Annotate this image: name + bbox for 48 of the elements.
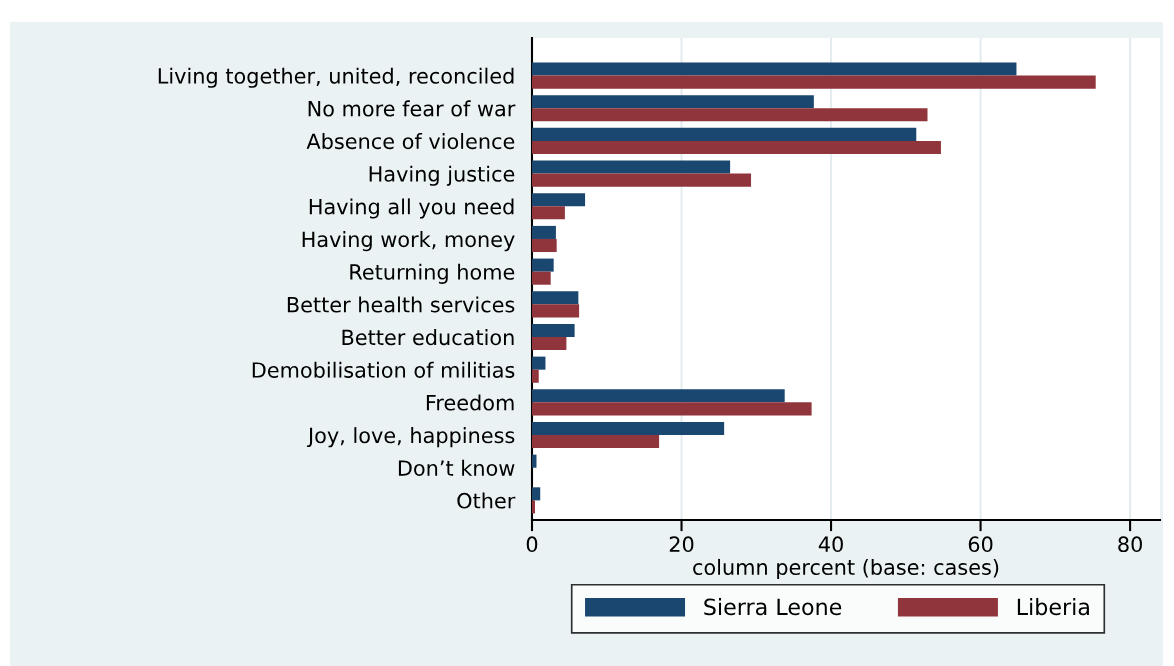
y-tick-label: Having all you need xyxy=(309,198,514,219)
bar xyxy=(532,369,539,383)
bar xyxy=(532,62,1017,76)
bar xyxy=(532,500,535,514)
bar xyxy=(532,140,941,155)
bar xyxy=(532,108,928,122)
bar xyxy=(532,271,551,285)
y-tick-label: Better health services xyxy=(287,296,515,313)
y-tick-label: No more fear of war xyxy=(308,100,516,117)
bar xyxy=(532,487,541,501)
bar xyxy=(532,75,1096,89)
y-tick-label: Joy, love, happiness xyxy=(306,427,515,448)
y-tick-label: Living together, united, reconciled xyxy=(158,67,514,88)
x-tick-label: 20 xyxy=(669,536,694,553)
bar xyxy=(532,258,554,272)
y-tick-label: Freedom xyxy=(426,394,514,411)
bar xyxy=(532,402,812,416)
bar xyxy=(532,127,917,141)
x-tick-label: 80 xyxy=(1118,536,1142,553)
bar xyxy=(532,238,557,253)
x-axis-title: column percent (base: cases) xyxy=(693,558,999,580)
bar xyxy=(532,95,814,109)
bar xyxy=(532,356,546,370)
x-tick-label: 40 xyxy=(818,536,843,553)
legend-label: Liberia xyxy=(1017,598,1089,616)
y-tick-label: Absence of violence xyxy=(306,133,515,150)
y-tick-label: Better education xyxy=(342,329,514,346)
x-tick-label: 60 xyxy=(968,536,993,553)
y-tick-label: Don’t know xyxy=(398,459,515,476)
x-tick-label: 0 xyxy=(526,536,538,553)
y-tick-label: Other xyxy=(457,492,516,509)
bar xyxy=(532,193,586,207)
bar xyxy=(532,225,556,239)
bar xyxy=(532,421,725,436)
bar xyxy=(532,291,579,305)
bar xyxy=(532,173,752,187)
bar xyxy=(532,206,565,220)
y-tick-label: Having justice xyxy=(369,165,515,186)
bar xyxy=(532,323,575,337)
bar xyxy=(532,389,785,403)
bar xyxy=(532,160,731,174)
bar xyxy=(532,337,567,351)
legend-label: Sierra Leone xyxy=(704,598,842,616)
y-tick-label: Returning home xyxy=(350,263,515,284)
y-tick-label: Demobilisation of militias xyxy=(252,361,515,378)
bar xyxy=(532,435,660,449)
bar xyxy=(532,304,580,318)
y-tick-label: Having work, money xyxy=(302,231,515,252)
